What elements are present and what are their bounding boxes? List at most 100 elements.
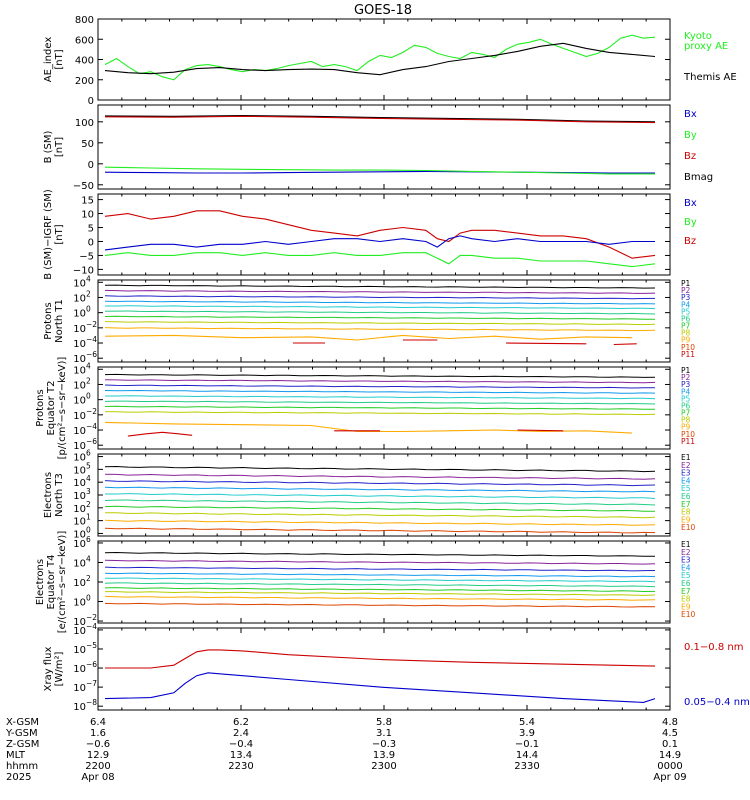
x-axis-value: 0000 xyxy=(657,761,682,772)
y-tick-label: 50 xyxy=(81,139,94,150)
y-axis-label: Electrons xyxy=(35,559,46,605)
channel-line xyxy=(104,389,656,394)
series-line xyxy=(127,431,193,437)
channel-label: E1 xyxy=(681,453,691,462)
channel-label: P9 xyxy=(681,423,691,432)
channel-label: P8 xyxy=(681,416,691,425)
channel-line xyxy=(105,395,656,400)
y-tick-label: 10 xyxy=(73,365,86,376)
panel-frame xyxy=(97,627,671,711)
y-tick-label: 10 xyxy=(73,478,86,489)
channel-label: P7 xyxy=(681,409,691,418)
y-tick-label-exponent: 4 xyxy=(86,474,91,483)
channel-line xyxy=(104,310,656,315)
x-axis-value: 5.8 xyxy=(376,717,392,728)
panel-frame xyxy=(97,453,671,537)
channel-label: E7 xyxy=(681,587,691,596)
y-tick-label-exponent: −6 xyxy=(86,437,97,446)
legend-entry: 0.1−0.8 nm xyxy=(684,642,743,653)
channel-label: E10 xyxy=(681,523,696,532)
legend-entry: By xyxy=(684,217,697,228)
x-axis-value: −0.1 xyxy=(515,739,539,750)
x-axis-value: −0.4 xyxy=(229,739,253,750)
y-tick-label-exponent: 2 xyxy=(86,376,91,385)
y-tick-label-exponent: 0 xyxy=(86,392,91,401)
y-tick-label: 5 xyxy=(88,224,94,235)
x-axis-row-label: X-GSM xyxy=(6,717,39,728)
y-tick-label: 10 xyxy=(73,339,86,350)
channel-label: E2 xyxy=(681,461,691,470)
y-tick-label: 400 xyxy=(75,56,94,67)
x-axis-value: Apr 09 xyxy=(653,772,686,783)
channel-label: E5 xyxy=(681,484,691,493)
y-tick-label: 15 xyxy=(81,196,94,207)
legend-entry: Kyoto xyxy=(684,31,712,42)
x-axis-value: 2200 xyxy=(85,761,110,772)
y-tick-label: 10 xyxy=(73,380,86,391)
y-axis-label: [nT] xyxy=(54,49,65,69)
y-tick-label-exponent: −2 xyxy=(86,320,97,329)
channel-label: E1 xyxy=(681,540,691,549)
x-axis-value: 0.1 xyxy=(662,739,678,750)
y-tick-label: 10 xyxy=(73,453,86,464)
channel-label: P5 xyxy=(681,394,691,403)
y-tick-label: 10 xyxy=(73,517,86,528)
y-tick-label-exponent: 2 xyxy=(86,500,91,509)
x-axis-value: 2230 xyxy=(228,761,253,772)
y-tick-label-exponent: 1 xyxy=(86,513,91,522)
x-axis-value: 4.8 xyxy=(662,717,678,728)
y-tick-label-exponent: −6 xyxy=(86,660,97,669)
series-line xyxy=(104,235,655,251)
x-axis-row-label: 2025 xyxy=(6,772,31,783)
y-tick-label-exponent: 3 xyxy=(86,487,91,496)
channel-label: E2 xyxy=(681,548,691,557)
channel-label: P11 xyxy=(681,437,695,446)
y-tick-label: 10 xyxy=(73,426,86,437)
y-tick-label: 800 xyxy=(75,15,94,26)
y-tick-label: −5 xyxy=(79,251,94,262)
y-axis-label: Equator T4 xyxy=(46,555,57,610)
x-axis-value: 5.4 xyxy=(519,717,535,728)
channel-line xyxy=(104,566,656,572)
y-axis-label: B (SM)−IGRF (SM) xyxy=(43,189,54,280)
y-tick-label: 0 xyxy=(88,160,94,171)
channel-line xyxy=(104,582,656,588)
channel-line xyxy=(104,289,656,294)
series-line xyxy=(105,649,656,669)
y-tick-label: 10 xyxy=(73,354,86,365)
y-tick-label-exponent: 4 xyxy=(86,361,91,370)
channel-line xyxy=(104,384,656,389)
channel-line xyxy=(104,465,656,473)
y-tick-label: 10 xyxy=(73,411,86,422)
channel-line xyxy=(104,284,656,289)
y-axis-label: North T1 xyxy=(54,299,65,343)
channel-label: P10 xyxy=(681,430,695,439)
legend-entry: Bx xyxy=(684,198,697,209)
y-tick-label: 10 xyxy=(73,664,86,675)
y-tick-label: 10 xyxy=(73,645,86,656)
panel-3: −10 −5 0 5 10 15 B (SM)−IGRF (SM) [nT] Bx By Bz xyxy=(43,189,697,280)
channel-label: E4 xyxy=(681,563,691,572)
y-tick-label: 10 xyxy=(73,558,86,569)
channel-label: E9 xyxy=(681,515,691,524)
channel-line xyxy=(104,505,656,512)
series-line xyxy=(104,421,633,434)
series-line xyxy=(104,115,656,124)
series-line xyxy=(613,343,637,346)
channel-line xyxy=(104,321,656,326)
channel-line xyxy=(104,373,656,378)
channel-line xyxy=(105,305,656,310)
y-tick-label-exponent: −4 xyxy=(86,622,97,631)
y-tick-label-exponent: 4 xyxy=(86,554,91,563)
x-axis-value: 6.2 xyxy=(233,717,249,728)
x-axis-value: 14.4 xyxy=(516,750,538,761)
y-tick-label: 10 xyxy=(73,626,86,637)
x-axis-value: −0.3 xyxy=(372,739,396,750)
y-tick-label-exponent: −2 xyxy=(86,407,97,416)
channel-label: P9 xyxy=(681,336,691,345)
channel-line xyxy=(104,486,656,493)
channel-line xyxy=(104,512,656,519)
channel-line xyxy=(104,473,656,480)
